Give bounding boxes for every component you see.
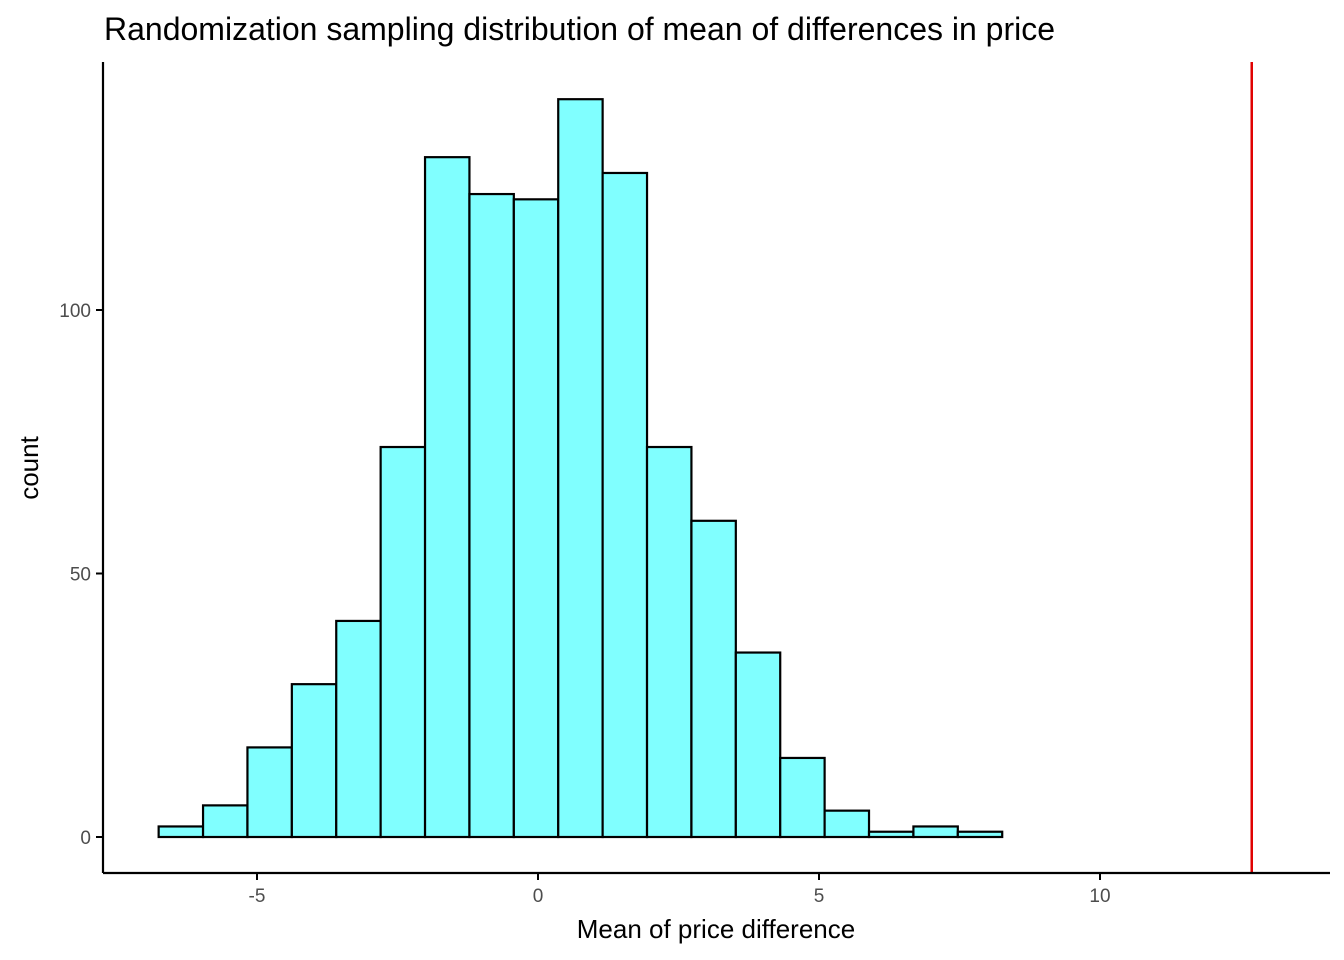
histogram-bar bbox=[734, 651, 782, 839]
histogram-bar bbox=[867, 830, 915, 839]
histogram-bar bbox=[823, 809, 871, 839]
histogram-bar bbox=[423, 156, 471, 839]
x-axis-ticks: -5 0 5 10 bbox=[249, 873, 1111, 907]
histogram-bar bbox=[379, 445, 427, 839]
x-tick-label: 0 bbox=[533, 886, 544, 907]
y-tick-label: 100 bbox=[59, 301, 91, 322]
x-tick-label: -5 bbox=[249, 886, 266, 907]
histogram-bars bbox=[157, 98, 1004, 839]
histogram-bar bbox=[956, 830, 1004, 839]
y-tick-label: 0 bbox=[80, 828, 91, 849]
histogram-bar bbox=[779, 756, 826, 839]
histogram-bar bbox=[201, 804, 249, 839]
y-axis-title: count bbox=[14, 435, 44, 499]
y-tick-label: 50 bbox=[70, 565, 91, 586]
histogram-bar bbox=[912, 825, 959, 839]
histogram-bar bbox=[157, 825, 205, 839]
x-tick-label: 10 bbox=[1089, 886, 1110, 907]
histogram-bar bbox=[557, 98, 604, 839]
x-axis-title: Mean of price difference bbox=[577, 914, 855, 944]
histogram-bar bbox=[335, 619, 382, 839]
histogram-bar bbox=[512, 198, 560, 839]
histogram-bar bbox=[468, 192, 515, 839]
x-tick-label: 5 bbox=[814, 886, 825, 907]
histogram-bar bbox=[690, 519, 737, 839]
y-axis-ticks: 0 50 100 bbox=[59, 301, 103, 849]
histogram-bar bbox=[645, 445, 693, 839]
histogram-bar bbox=[290, 683, 338, 839]
histogram-bar bbox=[601, 171, 649, 839]
histogram-bar bbox=[246, 746, 293, 839]
chart-title: Randomization sampling distribution of m… bbox=[104, 11, 1055, 47]
